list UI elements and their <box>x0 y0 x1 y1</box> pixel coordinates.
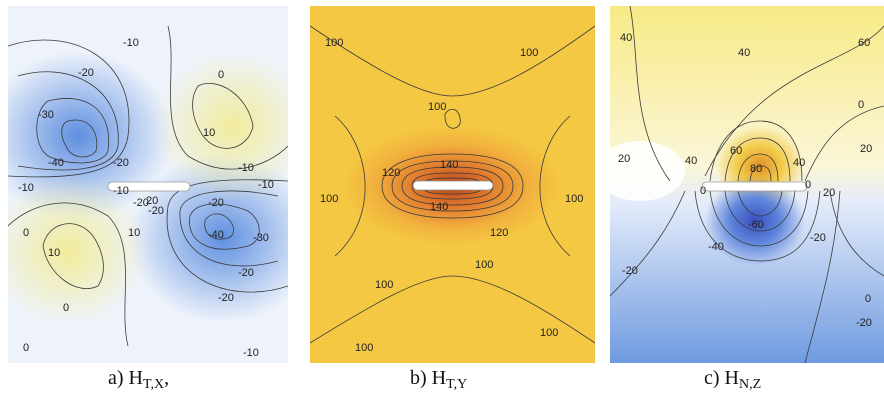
hty-contour-label: 100 <box>520 47 538 59</box>
htx-positive-lobe-upper-right <box>153 51 288 201</box>
caption-hty-prefix: b) <box>410 367 432 389</box>
hty-contour-plot: 100 100 100 120 140 100 100 120 140 100 … <box>310 6 595 363</box>
caption-htx-symbol: H <box>128 367 143 389</box>
htx-contour-label: 0 <box>23 342 29 354</box>
htx-contour-label: 0 <box>63 302 69 314</box>
hty-contour-label: 100 <box>355 342 373 354</box>
hty-contour-label: 100 <box>325 37 343 49</box>
hty-contour-label: 100 <box>540 327 558 339</box>
hnz-contour-label: 20 <box>823 187 835 199</box>
htx-contour-label: -10 <box>18 182 34 194</box>
hnz-contour-label: -60 <box>748 219 764 231</box>
hnz-contour-label: -40 <box>708 241 724 253</box>
hnz-negative-peak <box>705 176 805 266</box>
hnz-neutral-zone <box>610 141 685 201</box>
htx-contour-plot: -10 -20 -30 -40 -20 -10 0 10 -10 -20 -20… <box>8 6 288 363</box>
hty-contour-label: 120 <box>382 167 400 179</box>
hty-contour-label: 100 <box>565 193 583 205</box>
caption-hnz-symbol: H <box>724 367 739 389</box>
hnz-contour-label: 60 <box>858 37 870 49</box>
caption-hty-subscript: T,Y <box>446 377 468 392</box>
hty-contour-label: 100 <box>320 193 338 205</box>
panel-hty-contour-map: 100 100 100 120 140 100 100 120 140 100 … <box>310 6 595 363</box>
htx-contour-label: 10 <box>203 127 215 139</box>
caption-hty: b) HT,Y <box>410 367 467 393</box>
hnz-contour-label: 40 <box>738 47 750 59</box>
hty-contour-label: 140 <box>440 159 458 171</box>
htx-contour-label: -20 <box>238 267 254 279</box>
hnz-contour-label: -20 <box>856 317 872 329</box>
htx-contour-label: -30 <box>253 232 269 244</box>
caption-hnz-prefix: c) <box>704 367 725 389</box>
htx-contour-label: -20 <box>148 205 164 217</box>
caption-hnz-subscript: N,Z <box>739 377 762 392</box>
htx-contour-label: 0 <box>218 69 224 81</box>
hty-contour-label: 100 <box>375 279 393 291</box>
caption-htx-prefix: a) <box>108 367 129 389</box>
htx-contour-label: -40 <box>48 157 64 169</box>
hnz-contour-label: 80 <box>750 163 762 175</box>
hty-specimen-bar <box>412 180 494 191</box>
htx-contour-label: -20 <box>133 197 149 209</box>
htx-contour-label: 10 <box>48 247 60 259</box>
hnz-contour-label: 0 <box>805 179 811 191</box>
hnz-contour-lines <box>610 6 884 363</box>
hty-contour-lines <box>310 25 595 344</box>
caption-htx-suffix: , <box>164 367 170 389</box>
hty-contour-label: 100 <box>428 101 446 113</box>
caption-hnz: c) HN,Z <box>704 367 761 393</box>
caption-htx: a) HT,X, <box>108 367 169 393</box>
panel-hnz-contour-map: 40 40 60 0 20 20 40 60 80 40 20 0 0 -60 … <box>610 6 884 363</box>
hnz-specimen-bar <box>701 181 808 192</box>
hty-contour-label: 140 <box>430 201 448 213</box>
htx-contour-labels: -10 -20 -30 -40 -20 -10 0 10 -10 -20 -20… <box>18 37 274 359</box>
htx-contour-label: -40 <box>208 229 224 241</box>
htx-contour-label: -30 <box>38 109 54 121</box>
hty-contour-label: 120 <box>490 227 508 239</box>
hty-contour-labels: 100 100 100 120 140 100 100 120 140 100 … <box>320 37 583 354</box>
hnz-contour-label: 40 <box>685 155 697 167</box>
htx-contour-label: -10 <box>258 179 274 191</box>
htx-contour-label: -10 <box>113 185 129 197</box>
hty-contour-label: 100 <box>475 259 493 271</box>
hnz-contour-label: 0 <box>865 293 871 305</box>
htx-contour-label: -20 <box>218 292 234 304</box>
hnz-contour-plot: 40 40 60 0 20 20 40 60 80 40 20 0 0 -60 … <box>610 6 884 363</box>
hnz-contour-label: 20 <box>618 153 630 165</box>
htx-contour-label: 10 <box>128 227 140 239</box>
htx-contour-label: -20 <box>78 67 94 79</box>
hnz-contour-label: 40 <box>620 32 632 44</box>
hnz-contour-label: 0 <box>700 185 706 197</box>
hnz-contour-label: 40 <box>793 157 805 169</box>
htx-contour-label: -20 <box>113 157 129 169</box>
hnz-contour-label: 20 <box>860 143 872 155</box>
htx-positive-lobe-lower-left <box>8 176 148 326</box>
hnz-contour-labels: 40 40 60 0 20 20 40 60 80 40 20 0 0 -60 … <box>618 32 872 329</box>
htx-contour-lines <box>8 25 288 347</box>
hnz-contour-label: -20 <box>810 232 826 244</box>
htx-contour-label: -20 <box>208 197 224 209</box>
hnz-contour-label: 0 <box>858 99 864 111</box>
htx-contour-label: -10 <box>123 37 139 49</box>
htx-specimen-bar <box>107 181 191 192</box>
hnz-contour-label: 60 <box>730 145 742 157</box>
hnz-contour-label: -20 <box>622 265 638 277</box>
htx-contour-label: 20 <box>146 195 158 207</box>
htx-contour-label: -10 <box>238 162 254 174</box>
htx-contour-label: -10 <box>243 347 259 359</box>
panel-htx-contour-map: -10 -20 -30 -40 -20 -10 0 10 -10 -20 -20… <box>8 6 288 363</box>
caption-htx-subscript: T,X <box>143 377 165 392</box>
caption-hty-symbol: H <box>431 367 447 389</box>
htx-contour-label: 0 <box>23 227 29 239</box>
